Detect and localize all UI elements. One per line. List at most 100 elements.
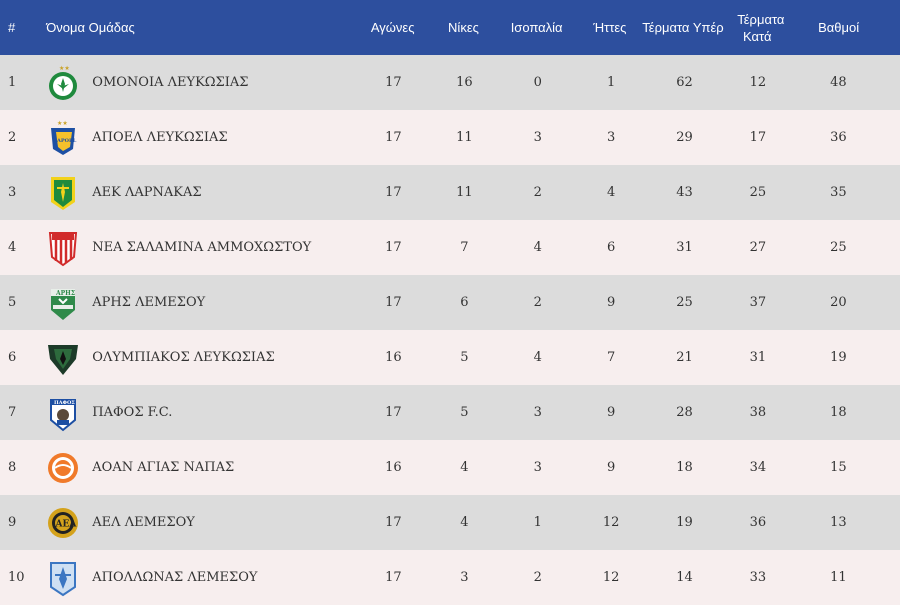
svg-text:ΑΡΗΣ: ΑΡΗΣ	[55, 290, 75, 297]
header-goals-against: Τέρματα Κατά	[737, 11, 785, 44]
draws-cell: 3	[533, 405, 542, 420]
wins-cell: 3	[460, 570, 469, 585]
draws-cell: 4	[533, 240, 542, 255]
team-name[interactable]: ΑΠΟΕΛ ΛΕΥΚΩΣΙΑΣ	[92, 130, 228, 145]
wins-cell: 5	[460, 350, 469, 365]
team-cell[interactable]: ΠΑΦΟΣ ΠΑΦΟΣ F.C.	[38, 394, 341, 432]
team-cell[interactable]: ΑΟΑΝ ΑΓΙΑΣ ΝΑΠΑΣ	[38, 449, 341, 487]
points-cell: 19	[830, 350, 847, 365]
svg-text:APOEL: APOEL	[56, 138, 77, 144]
apoel-crest-icon: ★★ APOEL	[46, 119, 80, 157]
goals-for-cell: 43	[676, 185, 693, 200]
games-cell: 17	[385, 570, 402, 585]
olympiakos-crest-icon	[46, 339, 80, 377]
ael-crest-icon: ΑΕΛ	[46, 504, 80, 542]
table-row[interactable]: 4 ΝΕΑ ΣΑΛΑΜΙΝΑ ΑΜΜΟΧΩΣΤΟΥ 17 7 4 6 31 27…	[0, 220, 900, 275]
wins-cell: 5	[460, 405, 469, 420]
header-games: Αγώνες	[370, 20, 415, 35]
games-cell: 17	[385, 75, 402, 90]
goals-for-cell: 25	[676, 295, 693, 310]
team-cell[interactable]: ΑΕΚ ΛΑΡΝΑΚΑΣ	[38, 174, 341, 212]
aris-crest-icon: ΑΡΗΣ	[46, 284, 80, 322]
wins-cell: 4	[460, 515, 469, 530]
losses-cell: 3	[607, 130, 616, 145]
losses-cell: 6	[607, 240, 616, 255]
draws-cell: 2	[533, 295, 542, 310]
draws-cell: 3	[533, 460, 542, 475]
table-row[interactable]: 6 ΟΛΥΜΠΙΑΚΟΣ ΛΕΥΚΩΣΙΑΣ 16 5 4 7 21 31 19	[0, 330, 900, 385]
team-name[interactable]: ΑΟΑΝ ΑΓΙΑΣ ΝΑΠΑΣ	[92, 460, 235, 475]
goals-against-cell: 34	[749, 460, 767, 475]
goals-against-cell: 27	[749, 240, 767, 255]
team-cell[interactable]: ΝΕΑ ΣΑΛΑΜΙΝΑ ΑΜΜΟΧΩΣΤΟΥ	[38, 229, 341, 267]
nea-salamina-crest-icon	[46, 229, 80, 267]
games-cell: 17	[385, 130, 402, 145]
omonoia-crest-icon: ★★	[46, 64, 80, 102]
points-cell: 36	[830, 130, 847, 145]
team-cell[interactable]: ΟΛΥΜΠΙΑΚΟΣ ΛΕΥΚΩΣΙΑΣ	[38, 339, 341, 377]
losses-cell: 1	[607, 75, 616, 90]
goals-against-cell: 17	[749, 130, 767, 145]
team-name[interactable]: ΑΠΟΛΛΩΝΑΣ ΛΕΜΕΣΟΥ	[92, 570, 258, 585]
goals-for-cell: 62	[676, 75, 693, 90]
goals-against-cell: 25	[749, 185, 767, 200]
goals-for-cell: 31	[676, 240, 693, 255]
points-cell: 35	[830, 185, 847, 200]
svg-text:ΑΕΛ: ΑΕΛ	[55, 519, 78, 529]
table-row[interactable]: 3 ΑΕΚ ΛΑΡΝΑΚΑΣ 17 11 2 4 43 25 35	[0, 165, 900, 220]
table-row[interactable]: 10 ΑΠΟΛΛΩΝΑΣ ΛΕΜΕΣΟΥ 17 3 2 12 14 33 11	[0, 550, 900, 605]
team-cell[interactable]: ★★ ΟΜΟΝΟΙΑ ΛΕΥΚΩΣΙΑΣ	[38, 64, 341, 102]
games-cell: 17	[385, 240, 402, 255]
wins-cell: 16	[456, 75, 473, 90]
header-team: Όνομα Ομάδας	[46, 20, 135, 35]
table-header: # Όνομα Ομάδας Αγώνες Νίκες Ισοπαλία Ήττ…	[0, 0, 900, 55]
team-cell[interactable]: ΑΡΗΣ ΑΡΗΣ ΛΕΜΕΣΟΥ	[38, 284, 341, 322]
losses-cell: 12	[602, 515, 620, 530]
wins-cell: 4	[460, 460, 469, 475]
wins-cell: 7	[460, 240, 469, 255]
draws-cell: 4	[533, 350, 542, 365]
team-cell[interactable]: ΑΠΟΛΛΩΝΑΣ ΛΕΜΕΣΟΥ	[38, 559, 341, 597]
team-name[interactable]: ΑΡΗΣ ΛΕΜΕΣΟΥ	[92, 295, 206, 310]
goals-for-cell: 28	[676, 405, 693, 420]
goals-against-cell: 37	[749, 295, 767, 310]
rank-cell: 4	[8, 240, 17, 255]
rank-cell: 7	[8, 405, 17, 420]
table-row[interactable]: 9 ΑΕΛ ΑΕΛ ΛΕΜΕΣΟΥ 17 4 1 12 19 36 13	[0, 495, 900, 550]
apollon-crest-icon	[46, 559, 80, 597]
table-row[interactable]: 1 ★★ ΟΜΟΝΟΙΑ ΛΕΥΚΩΣΙΑΣ 17 16 0 1 62 12 4…	[0, 55, 900, 110]
svg-text:★★: ★★	[57, 120, 68, 127]
goals-for-cell: 14	[676, 570, 693, 585]
points-cell: 11	[830, 570, 847, 585]
table-body: 1 ★★ ΟΜΟΝΟΙΑ ΛΕΥΚΩΣΙΑΣ 17 16 0 1 62 12 4…	[0, 55, 900, 605]
games-cell: 16	[385, 460, 402, 475]
table-row[interactable]: 2 ★★ APOEL ΑΠΟΕΛ ΛΕΥΚΩΣΙΑΣ 17 11 3 3 29 1…	[0, 110, 900, 165]
draws-cell: 2	[533, 570, 542, 585]
rank-cell: 10	[8, 570, 25, 585]
goals-against-cell: 12	[749, 75, 767, 90]
table-row[interactable]: 7 ΠΑΦΟΣ ΠΑΦΟΣ F.C. 17 5 3 9 28 38 18	[0, 385, 900, 440]
team-name[interactable]: ΟΜΟΝΟΙΑ ΛΕΥΚΩΣΙΑΣ	[92, 75, 249, 90]
header-losses: Ήττες	[593, 20, 627, 35]
wins-cell: 11	[456, 130, 473, 145]
wins-cell: 6	[460, 295, 469, 310]
header-wins: Νίκες	[448, 20, 479, 35]
draws-cell: 3	[533, 130, 542, 145]
table-row[interactable]: 5 ΑΡΗΣ ΑΡΗΣ ΛΕΜΕΣΟΥ 17 6 2 9 25 37 20	[0, 275, 900, 330]
team-name[interactable]: ΝΕΑ ΣΑΛΑΜΙΝΑ ΑΜΜΟΧΩΣΤΟΥ	[92, 240, 312, 255]
header-goals-for: Τέρματα Υπέρ	[642, 20, 724, 35]
team-name[interactable]: ΑΕΚ ΛΑΡΝΑΚΑΣ	[92, 185, 202, 200]
games-cell: 16	[385, 350, 402, 365]
pafos-crest-icon: ΠΑΦΟΣ	[46, 394, 80, 432]
team-name[interactable]: ΑΕΛ ΛΕΜΕΣΟΥ	[92, 515, 195, 530]
team-cell[interactable]: ★★ APOEL ΑΠΟΕΛ ΛΕΥΚΩΣΙΑΣ	[38, 119, 341, 157]
team-cell[interactable]: ΑΕΛ ΑΕΛ ΛΕΜΕΣΟΥ	[38, 504, 341, 542]
team-name[interactable]: ΟΛΥΜΠΙΑΚΟΣ ΛΕΥΚΩΣΙΑΣ	[92, 350, 275, 365]
games-cell: 17	[385, 405, 402, 420]
rank-cell: 5	[8, 295, 17, 310]
svg-text:★★: ★★	[59, 65, 70, 72]
goals-for-cell: 21	[676, 350, 693, 365]
table-row[interactable]: 8 ΑΟΑΝ ΑΓΙΑΣ ΝΑΠΑΣ 16 4 3 9 18 34 15	[0, 440, 900, 495]
team-name[interactable]: ΠΑΦΟΣ F.C.	[92, 405, 173, 420]
